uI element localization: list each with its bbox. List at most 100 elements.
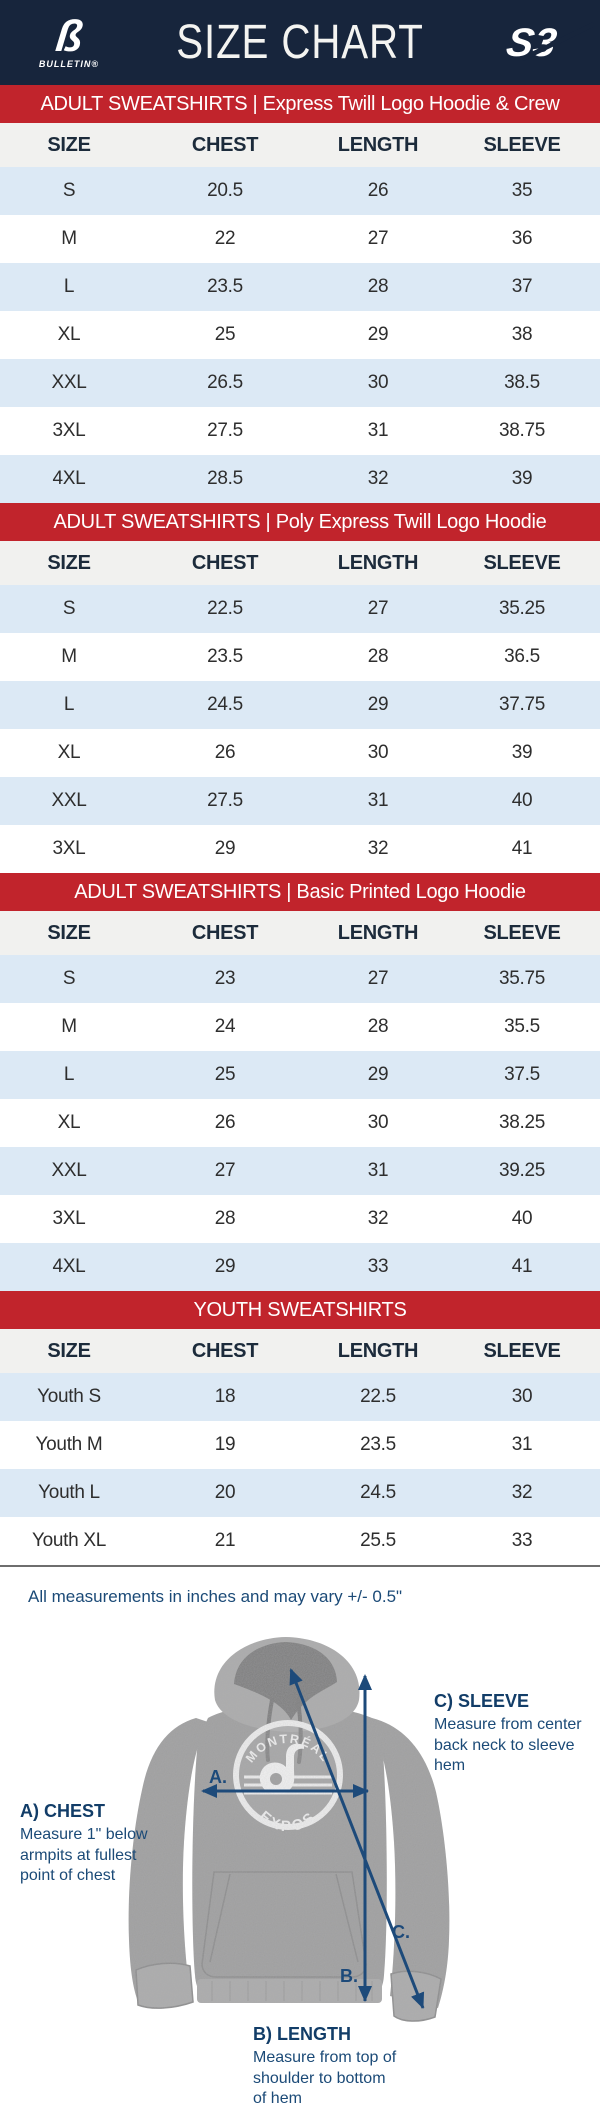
size-cell: XL xyxy=(57,1112,81,1133)
footer: All measurements in inches and may vary … xyxy=(0,1565,600,2108)
page-title: SIZE CHART xyxy=(176,16,424,69)
hoodie-illustration: MONTRÉAL EXPOS A. B. C. xyxy=(128,1637,450,2022)
size-cell: S xyxy=(62,968,76,989)
hoodie-garment: MONTRÉAL EXPOS xyxy=(128,1637,450,2022)
size-cell: XXL xyxy=(51,1160,87,1181)
size-cell: L xyxy=(63,1064,75,1085)
value-cell: 39 xyxy=(511,468,533,489)
hoodie-left-sleeve xyxy=(128,1718,208,2002)
size-cell: 3XL xyxy=(52,838,86,859)
column-header: CHEST xyxy=(191,133,259,156)
value-cell: 22.5 xyxy=(207,598,243,619)
value-cell: 24 xyxy=(214,1016,236,1037)
value-cell: 29 xyxy=(367,324,389,345)
table-row: L 25 29 37.5 xyxy=(0,1051,600,1099)
size-cell: 4XL xyxy=(52,1256,86,1277)
size-cell: Youth L xyxy=(38,1482,100,1503)
value-cell: 18 xyxy=(214,1386,236,1407)
value-cell: 31 xyxy=(367,1160,389,1181)
value-cell: 27.5 xyxy=(207,420,243,441)
value-cell: 29 xyxy=(214,838,236,859)
table-row: L 24.5 29 37.75 xyxy=(0,681,600,729)
value-cell: 37 xyxy=(511,276,533,297)
value-cell: 24.5 xyxy=(360,1482,396,1503)
column-header: LENGTH xyxy=(337,133,419,156)
value-cell: 27 xyxy=(367,228,389,249)
size-cell: M xyxy=(61,228,77,249)
value-cell: 38.5 xyxy=(504,372,540,393)
value-cell: 38 xyxy=(511,324,533,345)
s3-logo: S3 xyxy=(476,21,586,65)
length-arrow-label: B. xyxy=(340,1966,358,1986)
value-cell: 26 xyxy=(214,742,236,763)
value-cell: 38.75 xyxy=(498,420,546,441)
size-cell: M xyxy=(61,646,77,667)
table-row: 3XL 27.5 31 38.75 xyxy=(0,407,600,455)
size-cell: L xyxy=(63,276,75,297)
column-header: CHEST xyxy=(191,921,259,944)
size-tables: ADULT SWEATSHIRTS | Express Twill Logo H… xyxy=(0,85,600,1565)
size-cell: XXL xyxy=(51,372,87,393)
table-row: 4XL 28.5 32 39 xyxy=(0,455,600,503)
table-row: M 23.5 28 36.5 xyxy=(0,633,600,681)
value-cell: 27 xyxy=(367,968,389,989)
table-row: XL 25 29 38 xyxy=(0,311,600,359)
table-row: S 23 27 35.75 xyxy=(0,955,600,1003)
value-cell: 40 xyxy=(511,1208,533,1229)
value-cell: 28.5 xyxy=(207,468,243,489)
annotation-chest-body: Measure 1" below armpits at fullest poin… xyxy=(20,1826,148,1884)
value-cell: 40 xyxy=(511,790,533,811)
value-cell: 31 xyxy=(367,790,389,811)
value-cell: 33 xyxy=(367,1256,389,1277)
value-cell: 25.5 xyxy=(360,1530,396,1551)
value-cell: 35.25 xyxy=(498,598,546,619)
value-cell: 20 xyxy=(214,1482,236,1503)
measurements-note: All measurements in inches and may vary … xyxy=(28,1587,403,1606)
table-row: 4XL 29 33 41 xyxy=(0,1243,600,1291)
value-cell: 25 xyxy=(214,324,236,345)
value-cell: 23.5 xyxy=(207,276,243,297)
size-cell: XL xyxy=(57,742,81,763)
annotation-sleeve-body: Measure from center back neck to sleeve … xyxy=(434,1716,582,1774)
bulletin-logo-caption: BULLETIN® xyxy=(38,58,100,69)
column-header: SIZE xyxy=(47,551,91,574)
column-header: SLEEVE xyxy=(483,921,561,944)
annotation-chest-title: A) CHEST xyxy=(20,1801,105,1821)
table-row: Youth XL 21 25.5 33 xyxy=(0,1517,600,1565)
value-cell: 32 xyxy=(367,1208,389,1229)
value-cell: 30 xyxy=(367,372,389,393)
table-row: M 24 28 35.5 xyxy=(0,1003,600,1051)
value-cell: 35 xyxy=(511,180,533,201)
value-cell: 24.5 xyxy=(207,694,243,715)
table-row: XL 26 30 39 xyxy=(0,729,600,777)
table-row: Youth L 20 24.5 32 xyxy=(0,1469,600,1517)
value-cell: 30 xyxy=(511,1386,533,1407)
table-header-row: SIZE CHEST LENGTH SLEEVE xyxy=(0,1329,600,1373)
value-cell: 37.5 xyxy=(504,1064,540,1085)
column-header: SLEEVE xyxy=(483,133,561,156)
value-cell: 29 xyxy=(214,1256,236,1277)
value-cell: 36.5 xyxy=(504,646,540,667)
size-cell: S xyxy=(62,180,76,201)
size-cell: 4XL xyxy=(52,468,86,489)
value-cell: 22 xyxy=(214,228,236,249)
column-header: LENGTH xyxy=(337,921,419,944)
table-header-row: SIZE CHEST LENGTH SLEEVE xyxy=(0,541,600,585)
size-cell: 3XL xyxy=(52,1208,86,1229)
size-cell: Youth S xyxy=(37,1386,101,1407)
table-row: S 20.5 26 35 xyxy=(0,167,600,215)
value-cell: 27.5 xyxy=(207,790,243,811)
value-cell: 41 xyxy=(511,1256,533,1277)
value-cell: 28 xyxy=(367,1016,389,1037)
column-header: LENGTH xyxy=(337,551,419,574)
sleeve-arrow xyxy=(289,1668,425,2009)
table-row: XXL 26.5 30 38.5 xyxy=(0,359,600,407)
hoodie-left-cuff xyxy=(135,1962,194,2009)
size-cell: M xyxy=(61,1016,77,1037)
table-row: 3XL 28 32 40 xyxy=(0,1195,600,1243)
annotation-length-body: Measure from top of shoulder to bottom o… xyxy=(253,2049,397,2107)
value-cell: 33 xyxy=(511,1530,533,1551)
column-header: CHEST xyxy=(191,1339,259,1362)
value-cell: 31 xyxy=(511,1434,533,1455)
